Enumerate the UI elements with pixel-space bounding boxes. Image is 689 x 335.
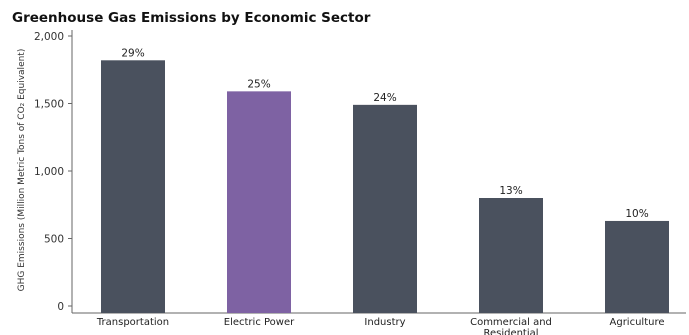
bar-transportation <box>101 60 165 313</box>
data-label: 29% <box>121 47 144 59</box>
bars <box>101 60 669 313</box>
x-tick-label: Electric Power <box>224 317 295 328</box>
data-label: 25% <box>247 78 270 90</box>
data-label: 24% <box>373 92 396 104</box>
bar-agriculture <box>605 220 669 313</box>
bar-commercial-and-residential <box>479 198 543 313</box>
x-tick-label: Commercial and Residential <box>470 317 552 335</box>
y-tick-label: 500 <box>44 234 64 246</box>
y-tick-label: 1,000 <box>34 166 64 178</box>
y-tick-label: 2,000 <box>34 31 64 43</box>
y-tick-label: 1,500 <box>34 99 64 111</box>
x-tick-label: Agriculture <box>610 317 665 328</box>
x-tick-label: Industry <box>364 317 405 328</box>
y-axis-ticks: 0 500 1,000 1,500 2,000 <box>34 31 72 313</box>
data-labels: 29% 25% 24% 13% 10% <box>121 47 648 220</box>
chart-title: Greenhouse Gas Emissions by Economic Sec… <box>12 10 371 26</box>
y-axis-label: GHG Emissions (Million Metric Tons of CO… <box>17 49 27 292</box>
data-label: 10% <box>625 208 648 220</box>
bar-industry <box>353 104 417 313</box>
y-tick-label: 0 <box>57 301 64 313</box>
bar-electric-power <box>227 91 291 313</box>
x-axis-tick-labels: Transportation Electric Power Industry Comm… <box>96 317 665 335</box>
x-tick-label: Transportation <box>96 317 169 328</box>
data-label: 13% <box>499 185 522 197</box>
